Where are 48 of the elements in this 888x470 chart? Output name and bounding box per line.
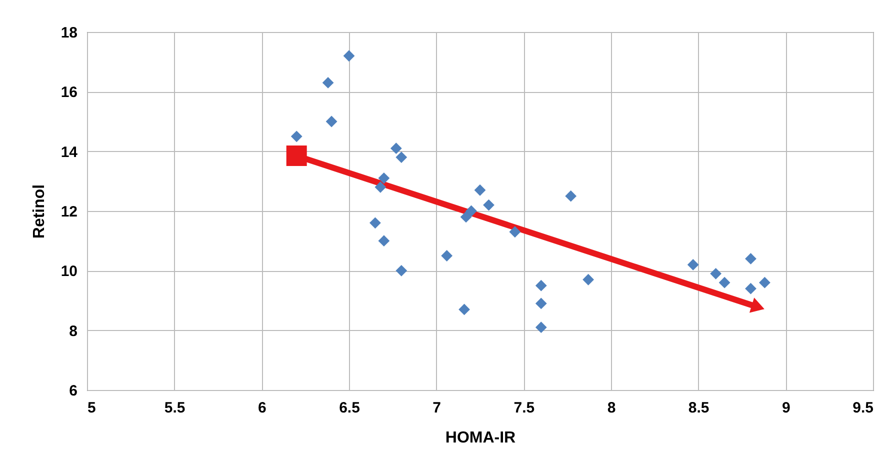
y-tick-label: 10 [60,263,78,280]
y-tick-label: 8 [69,322,78,340]
point [718,276,730,288]
point [343,50,355,62]
y-tick-label: 14 [60,144,78,161]
x-tick-label: 9 [782,400,790,416]
point [378,235,390,247]
point [582,274,594,286]
point [396,264,408,276]
point [509,226,521,238]
point [458,304,470,316]
point [565,190,577,202]
point [759,276,770,288]
y-tick-label: 6 [69,382,78,400]
x-tick-label: 7 [432,400,442,416]
y-tick-label: 18 [60,24,78,42]
point [710,268,722,280]
point [326,116,338,128]
x-tick-label: 5.5 [164,400,186,416]
y-axis-title: Retinol [30,184,48,239]
x-tick-label: 6 [258,400,266,416]
point [390,142,402,154]
x-tick-label: 5 [88,400,96,416]
point [466,205,477,217]
point [290,130,302,142]
point [474,184,486,196]
point [745,282,756,294]
point [370,217,381,229]
x-axis-title: HOMA-IR [445,430,516,446]
point [374,181,386,193]
point [441,250,453,262]
point [535,280,547,292]
point [483,199,494,211]
x-tick-label: 7.5 [514,400,535,416]
x-tick-label: 8.5 [688,400,710,416]
x-tick-label: 6.5 [339,400,360,416]
point [460,211,472,223]
point [535,298,547,310]
x-tick-label: 8 [607,400,616,416]
x-tick-label: 9.5 [852,400,874,416]
point [378,172,390,184]
point [745,253,756,264]
y-tick-label: 12 [60,204,78,220]
point [396,152,408,163]
point [687,259,699,270]
point [535,322,547,334]
y-tick-label: 16 [60,84,78,102]
point [322,77,334,88]
